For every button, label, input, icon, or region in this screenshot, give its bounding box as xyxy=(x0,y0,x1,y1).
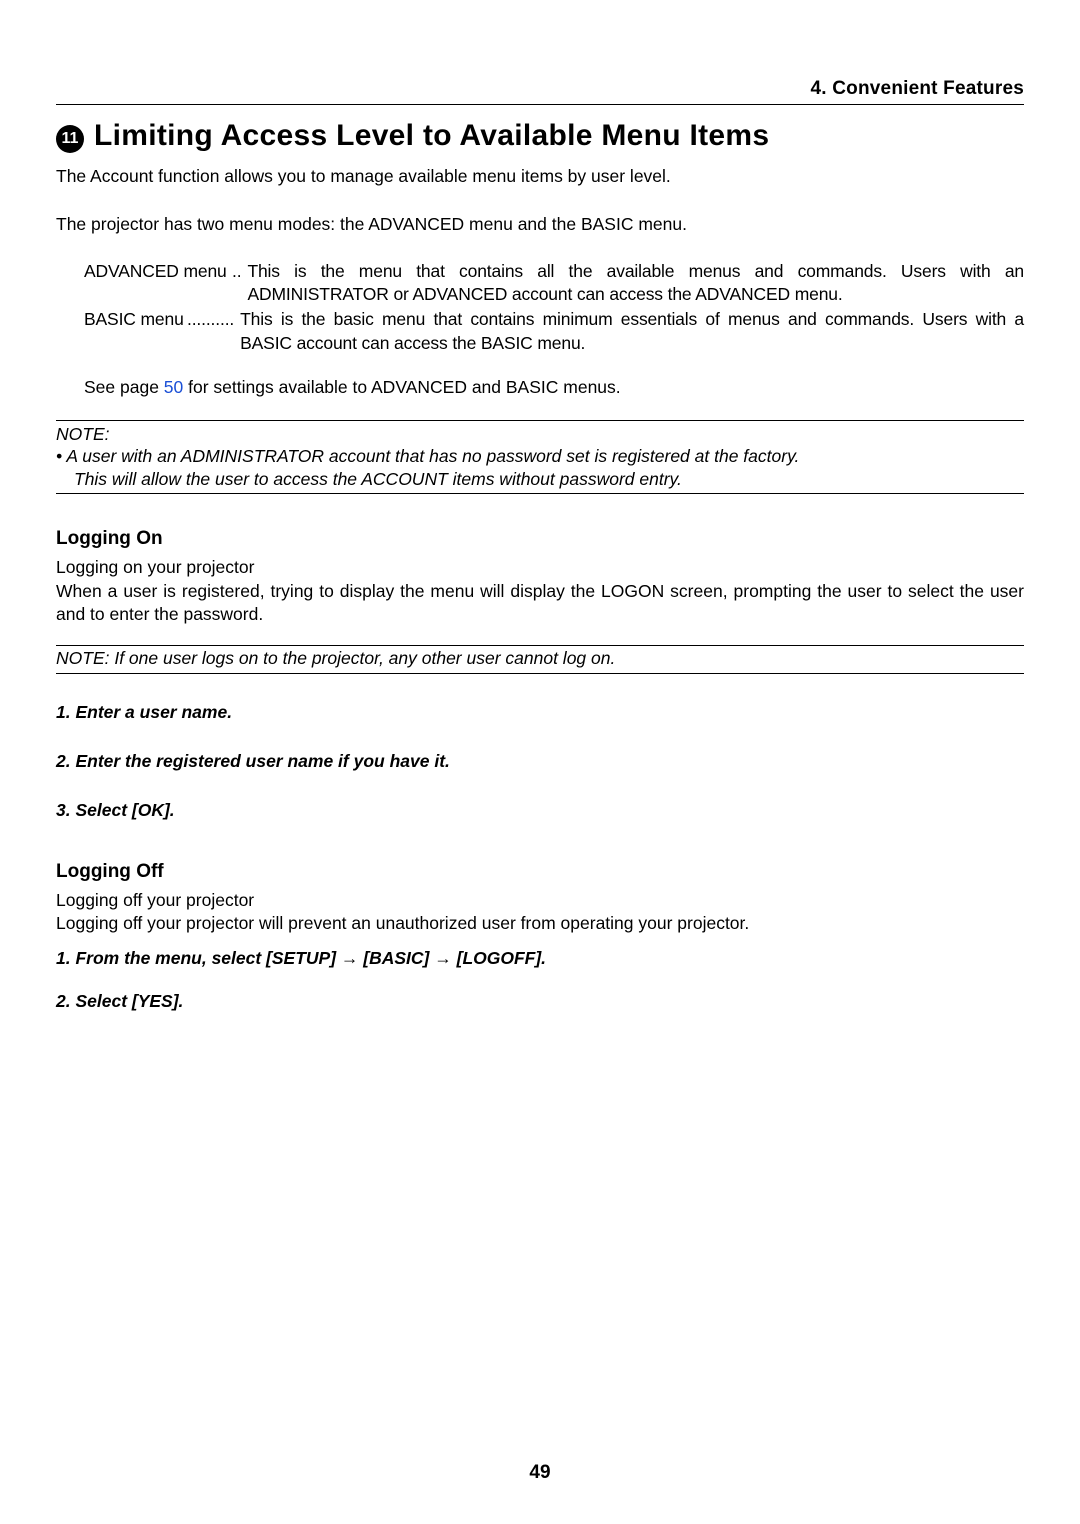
logoff-p2: Logging off your projector will prevent … xyxy=(56,912,1024,936)
main-title-row: 11 Limiting Access Level to Available Me… xyxy=(56,119,1024,155)
logging-on-body: Logging on your projector When a user is… xyxy=(56,556,1024,627)
def-advanced-term: ADVANCED menu xyxy=(84,260,232,306)
def-advanced-dots: .. xyxy=(232,260,241,306)
section-header: 4. Convenient Features xyxy=(56,78,1024,105)
page-number: 49 xyxy=(0,1462,1080,1484)
logging-off-body: Logging off your projector Logging off y… xyxy=(56,889,1024,936)
see-page-pre: See page xyxy=(84,377,164,397)
def-advanced: ADVANCED menu .. This is the menu that c… xyxy=(84,260,1024,306)
note-box-2: NOTE: If one user logs on to the project… xyxy=(56,645,1024,674)
note-line-2: This will allow the user to access the A… xyxy=(56,468,1024,491)
logging-on-heading: Logging On xyxy=(56,528,1024,550)
note-line-1: • A user with an ADMINISTRATOR account t… xyxy=(56,445,1024,468)
section-header-text: 4. Convenient Features xyxy=(811,78,1024,100)
intro-paragraph-2: The projector has two menu modes: the AD… xyxy=(56,213,1024,237)
logon-step-3: 3. Select [OK]. xyxy=(56,800,1024,821)
logoff-p1: Logging off your projector xyxy=(56,889,1024,913)
def-basic-desc: This is the basic menu that contains min… xyxy=(240,308,1024,354)
intro-paragraph-1: The Account function allows you to manag… xyxy=(56,165,1024,189)
note-label: NOTE: xyxy=(56,423,1024,446)
logoff-step-1: 1. From the menu, select [SETUP] → [BASI… xyxy=(56,948,1024,969)
note-box-1: NOTE: • A user with an ADMINISTRATOR acc… xyxy=(56,420,1024,494)
logoff-steps: 1. From the menu, select [SETUP] → [BASI… xyxy=(56,948,1024,1012)
page-container: 4. Convenient Features 11 Limiting Acces… xyxy=(0,0,1080,1524)
see-page-line: See page 50 for settings available to AD… xyxy=(56,377,1024,398)
see-page-post: for settings available to ADVANCED and B… xyxy=(183,377,620,397)
logon-p1: Logging on your projector xyxy=(56,556,1024,580)
logon-p2: When a user is registered, trying to dis… xyxy=(56,580,1024,627)
logon-step-2: 2. Enter the registered user name if you… xyxy=(56,751,1024,772)
def-basic-dots: .......... xyxy=(187,308,234,354)
def-basic-term: BASIC menu xyxy=(84,308,187,354)
def-advanced-desc: This is the menu that contains all the a… xyxy=(247,260,1024,306)
main-title: Limiting Access Level to Available Menu … xyxy=(94,119,769,153)
logon-steps: 1. Enter a user name. 2. Enter the regis… xyxy=(56,702,1024,821)
logon-step-1: 1. Enter a user name. xyxy=(56,702,1024,723)
page-link[interactable]: 50 xyxy=(164,377,183,397)
def-basic: BASIC menu .......... This is the basic … xyxy=(84,308,1024,354)
logging-off-heading: Logging Off xyxy=(56,861,1024,883)
section-number-icon: 11 xyxy=(56,125,84,153)
menu-definitions: ADVANCED menu .. This is the menu that c… xyxy=(56,260,1024,354)
logoff-step-2: 2. Select [YES]. xyxy=(56,991,1024,1012)
